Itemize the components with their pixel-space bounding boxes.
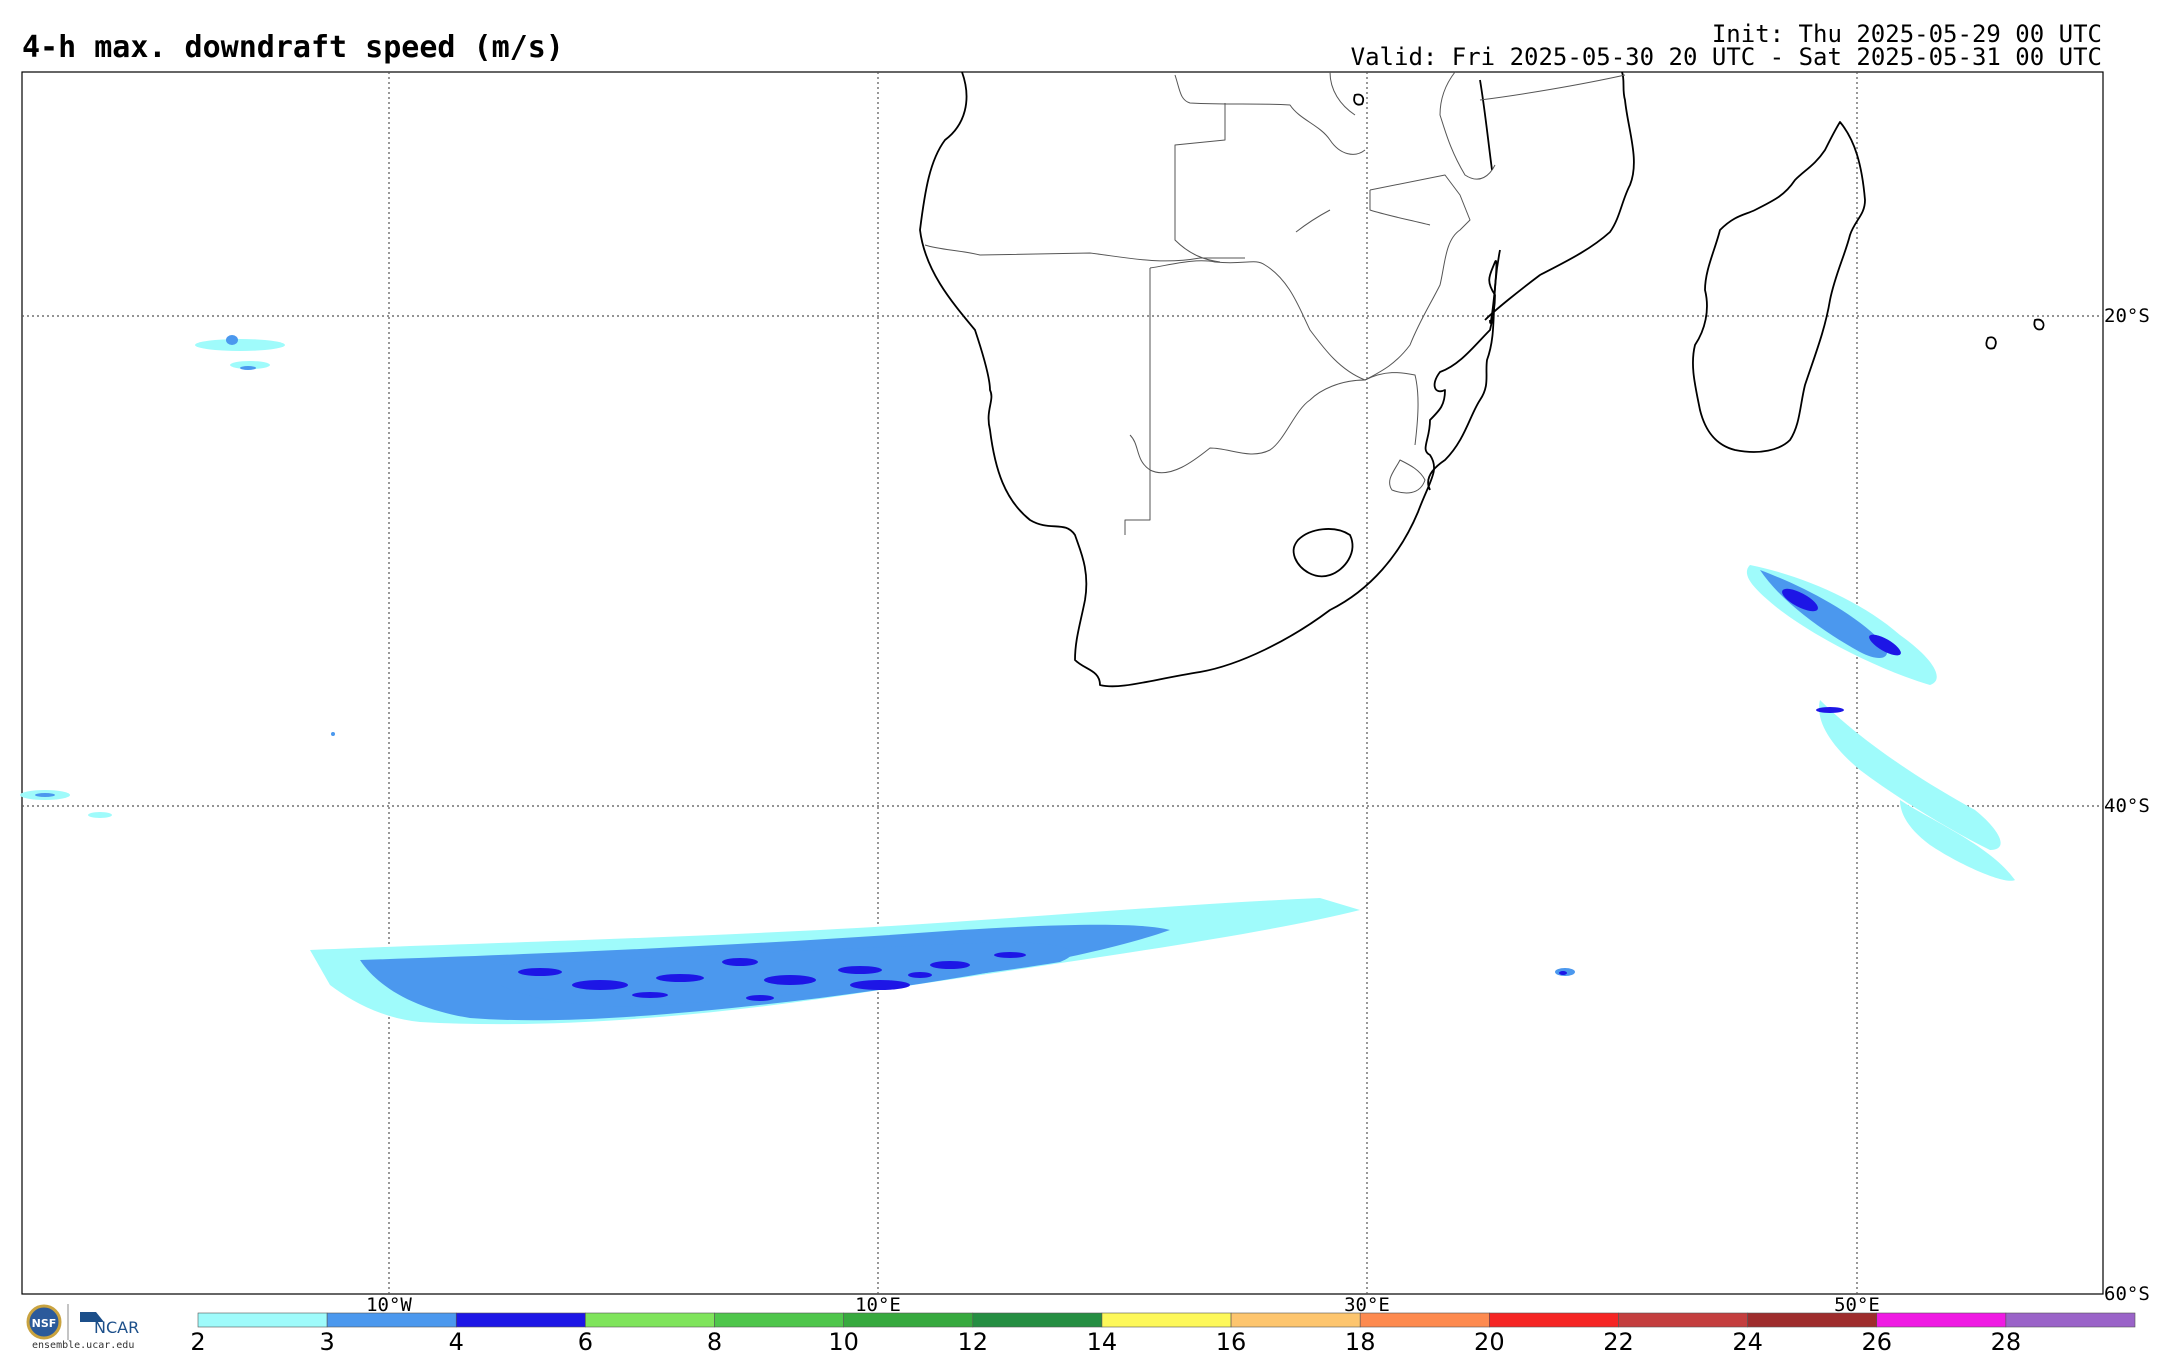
colorbar-tick-label: 26 bbox=[1861, 1328, 1892, 1354]
lon-label-50e: 50°E bbox=[1834, 1294, 1880, 1316]
africa-east-coast bbox=[1427, 71, 1635, 491]
comoros bbox=[1353, 93, 1365, 106]
map-title: 4-h max. downdraft speed (m/s) bbox=[22, 30, 564, 65]
colorbar-swatch bbox=[2005, 1312, 2136, 1328]
colorbar-swatch bbox=[1876, 1312, 2007, 1328]
colorbar-tick-label: 28 bbox=[1991, 1328, 2022, 1354]
colorbar-tick-label: 12 bbox=[958, 1328, 989, 1354]
colorbar-swatch bbox=[585, 1312, 715, 1328]
colorbar-tick-label: 6 bbox=[578, 1328, 593, 1354]
lat-label-20s: 20°S bbox=[2104, 305, 2150, 327]
ncar-url: ensemble.ucar.edu bbox=[32, 1340, 135, 1351]
mauritius bbox=[1985, 336, 1997, 350]
colorbar-swatch bbox=[326, 1312, 457, 1328]
madagascar bbox=[1692, 121, 1866, 453]
colorbar: 2 3 4 6 8 10 12 14 16 18 20 22 24 26 28 bbox=[190, 1312, 2136, 1354]
colorbar-tick-label: 4 bbox=[449, 1328, 464, 1354]
colorbar-tick-label: 3 bbox=[319, 1328, 334, 1354]
lake-malawi bbox=[1479, 79, 1493, 171]
downdraft-cells-west-core bbox=[35, 335, 335, 797]
gridlines bbox=[22, 72, 2103, 1294]
colorbar-tick-label: 16 bbox=[1216, 1328, 1247, 1354]
colorbar-swatch bbox=[843, 1312, 974, 1328]
valid-time: Valid: Fri 2025-05-30 20 UTC - Sat 2025-… bbox=[1350, 43, 2102, 71]
lon-label-10e: 10°E bbox=[855, 1294, 901, 1316]
lat-label-40s: 40°S bbox=[2104, 795, 2150, 817]
colorbar-swatch bbox=[1230, 1312, 1361, 1328]
colorbar-swatch bbox=[1747, 1312, 1878, 1328]
map-frame bbox=[21, 71, 2104, 1295]
coastlines bbox=[919, 71, 2045, 688]
colorbar-swatch bbox=[1359, 1312, 1490, 1328]
colorbar-tick-label: 18 bbox=[1345, 1328, 1376, 1354]
init-time: Init: Thu 2025-05-29 00 UTC bbox=[1711, 20, 2102, 48]
lesotho bbox=[1292, 528, 1354, 578]
colorbar-tick-label: 2 bbox=[190, 1328, 205, 1354]
colorbar-swatch bbox=[455, 1312, 586, 1328]
africa-west-coast bbox=[919, 71, 1498, 688]
lat-labels: 20°S 40°S 60°S bbox=[2104, 305, 2150, 1305]
colorbar-tick-label: 22 bbox=[1603, 1328, 1634, 1354]
downdraft-cells-east bbox=[1555, 565, 2015, 976]
nsf-seal-icon bbox=[26, 1304, 62, 1340]
colorbar-tick-label: 8 bbox=[707, 1328, 722, 1354]
colorbar-swatch bbox=[972, 1312, 1103, 1328]
colorbar-tick-label: 14 bbox=[1087, 1328, 1118, 1354]
downdraft-band-south bbox=[310, 898, 1360, 1025]
country-borders bbox=[924, 71, 1626, 535]
ncar-brand-text: NCAR bbox=[94, 1318, 139, 1337]
lon-labels: 10°W 10°E 30°E 50°E bbox=[366, 1294, 1880, 1316]
downdraft-cells-west bbox=[20, 339, 285, 818]
reunion bbox=[2033, 318, 2045, 331]
colorbar-swatch bbox=[1618, 1312, 1748, 1328]
colorbar-swatch bbox=[1489, 1312, 1619, 1328]
colorbar-swatch bbox=[197, 1312, 328, 1328]
lon-label-10w: 10°W bbox=[366, 1294, 412, 1316]
colorbar-swatch bbox=[714, 1312, 844, 1328]
ncar-mark-icon bbox=[80, 1312, 104, 1322]
nsf-seal-text: NSF bbox=[32, 1317, 57, 1330]
ncar-logo: NSF NCAR bbox=[26, 1302, 154, 1350]
colorbar-tick-label: 24 bbox=[1732, 1328, 1763, 1354]
colorbar-tick-label: 10 bbox=[828, 1328, 859, 1354]
lat-label-60s: 60°S bbox=[2104, 1283, 2150, 1305]
lon-label-30e: 30°E bbox=[1344, 1294, 1390, 1316]
colorbar-swatch bbox=[1101, 1312, 1232, 1328]
colorbar-tick-label: 20 bbox=[1474, 1328, 1505, 1354]
